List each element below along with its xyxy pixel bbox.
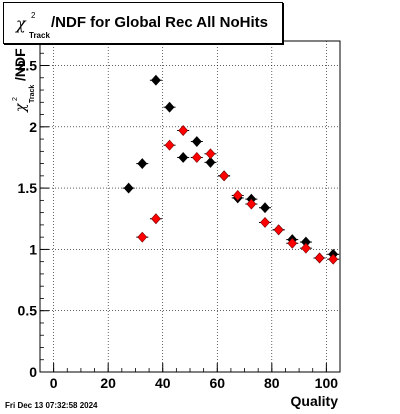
point-marker bbox=[246, 198, 257, 210]
point-marker bbox=[151, 74, 161, 86]
x-tick-label: 80 bbox=[264, 375, 280, 391]
data-point bbox=[177, 125, 190, 136]
data-point bbox=[190, 152, 203, 163]
point-marker bbox=[137, 158, 148, 170]
data-point bbox=[313, 252, 326, 264]
point-marker bbox=[205, 148, 216, 160]
y-tick-label: 0 bbox=[29, 364, 37, 380]
x-tick-label: 20 bbox=[100, 375, 116, 391]
point-marker bbox=[205, 156, 216, 168]
y-label-subscript: Track bbox=[29, 85, 36, 103]
point-marker bbox=[328, 253, 339, 265]
data-point bbox=[190, 136, 203, 147]
point-marker bbox=[301, 242, 311, 254]
y-tick-label: 2 bbox=[29, 119, 37, 135]
data-point bbox=[218, 170, 231, 182]
point-marker bbox=[314, 252, 325, 264]
point-marker bbox=[123, 182, 134, 194]
point-marker bbox=[151, 213, 161, 225]
title-chi-symbol: χ bbox=[16, 14, 26, 33]
data-points bbox=[122, 74, 340, 265]
grid-lines bbox=[40, 41, 340, 373]
point-marker bbox=[273, 224, 284, 236]
plot-frame bbox=[39, 40, 341, 373]
chart-title: /NDF for Global Rec All NoHits bbox=[51, 14, 268, 31]
data-point bbox=[149, 74, 162, 86]
y-label-superscript: 2 bbox=[12, 97, 19, 101]
data-point bbox=[122, 182, 135, 194]
title-superscript: 2 bbox=[31, 11, 36, 20]
data-point bbox=[259, 202, 271, 214]
point-marker bbox=[232, 190, 243, 201]
data-point bbox=[163, 139, 176, 151]
data-point bbox=[286, 237, 299, 249]
point-marker bbox=[178, 152, 189, 163]
y-axis-label: χ 2 Track /NDF bbox=[12, 48, 36, 113]
data-point bbox=[136, 158, 149, 170]
y-tick-label: 0.5 bbox=[18, 303, 38, 319]
data-point bbox=[149, 213, 162, 225]
x-tick-label: 40 bbox=[155, 375, 171, 391]
title-box: χ 2 Track /NDF for Global Rec All NoHits bbox=[3, 2, 283, 44]
data-point bbox=[245, 198, 258, 210]
point-marker bbox=[178, 125, 189, 136]
y-tick-label: 1 bbox=[29, 241, 37, 257]
x-tick-label: 0 bbox=[50, 375, 58, 391]
point-marker bbox=[164, 139, 175, 151]
timestamp-footer: Fri Dec 13 07:32:58 2024 bbox=[5, 401, 98, 410]
x-tick-label: 60 bbox=[209, 375, 225, 391]
point-marker bbox=[137, 231, 148, 243]
data-point bbox=[136, 231, 149, 243]
data-point bbox=[231, 190, 244, 201]
y-label-rest: /NDF bbox=[12, 48, 28, 81]
data-point bbox=[163, 101, 176, 113]
point-marker bbox=[260, 216, 270, 228]
data-point bbox=[299, 242, 312, 254]
point-marker bbox=[191, 136, 202, 147]
axes bbox=[39, 40, 341, 373]
tick-labels: 0 20 40 60 80 100 0 0.5 1 1.5 2 2.5 bbox=[18, 58, 339, 391]
data-point bbox=[272, 224, 285, 236]
point-marker bbox=[260, 202, 270, 214]
point-marker bbox=[287, 237, 298, 249]
data-point bbox=[327, 253, 340, 265]
y-label-chi: χ bbox=[13, 102, 29, 113]
data-point bbox=[204, 156, 217, 168]
x-tick-label: 100 bbox=[315, 375, 339, 391]
point-marker bbox=[164, 101, 175, 113]
title-subscript: Track bbox=[29, 31, 50, 40]
data-point bbox=[259, 216, 271, 228]
data-point bbox=[177, 152, 190, 163]
y-tick-label: 1.5 bbox=[18, 180, 38, 196]
point-marker bbox=[191, 152, 202, 163]
x-axis-label: Quality bbox=[291, 393, 339, 409]
point-marker bbox=[219, 170, 229, 182]
data-point bbox=[204, 148, 217, 160]
y-tick-label: 2.5 bbox=[18, 58, 38, 74]
